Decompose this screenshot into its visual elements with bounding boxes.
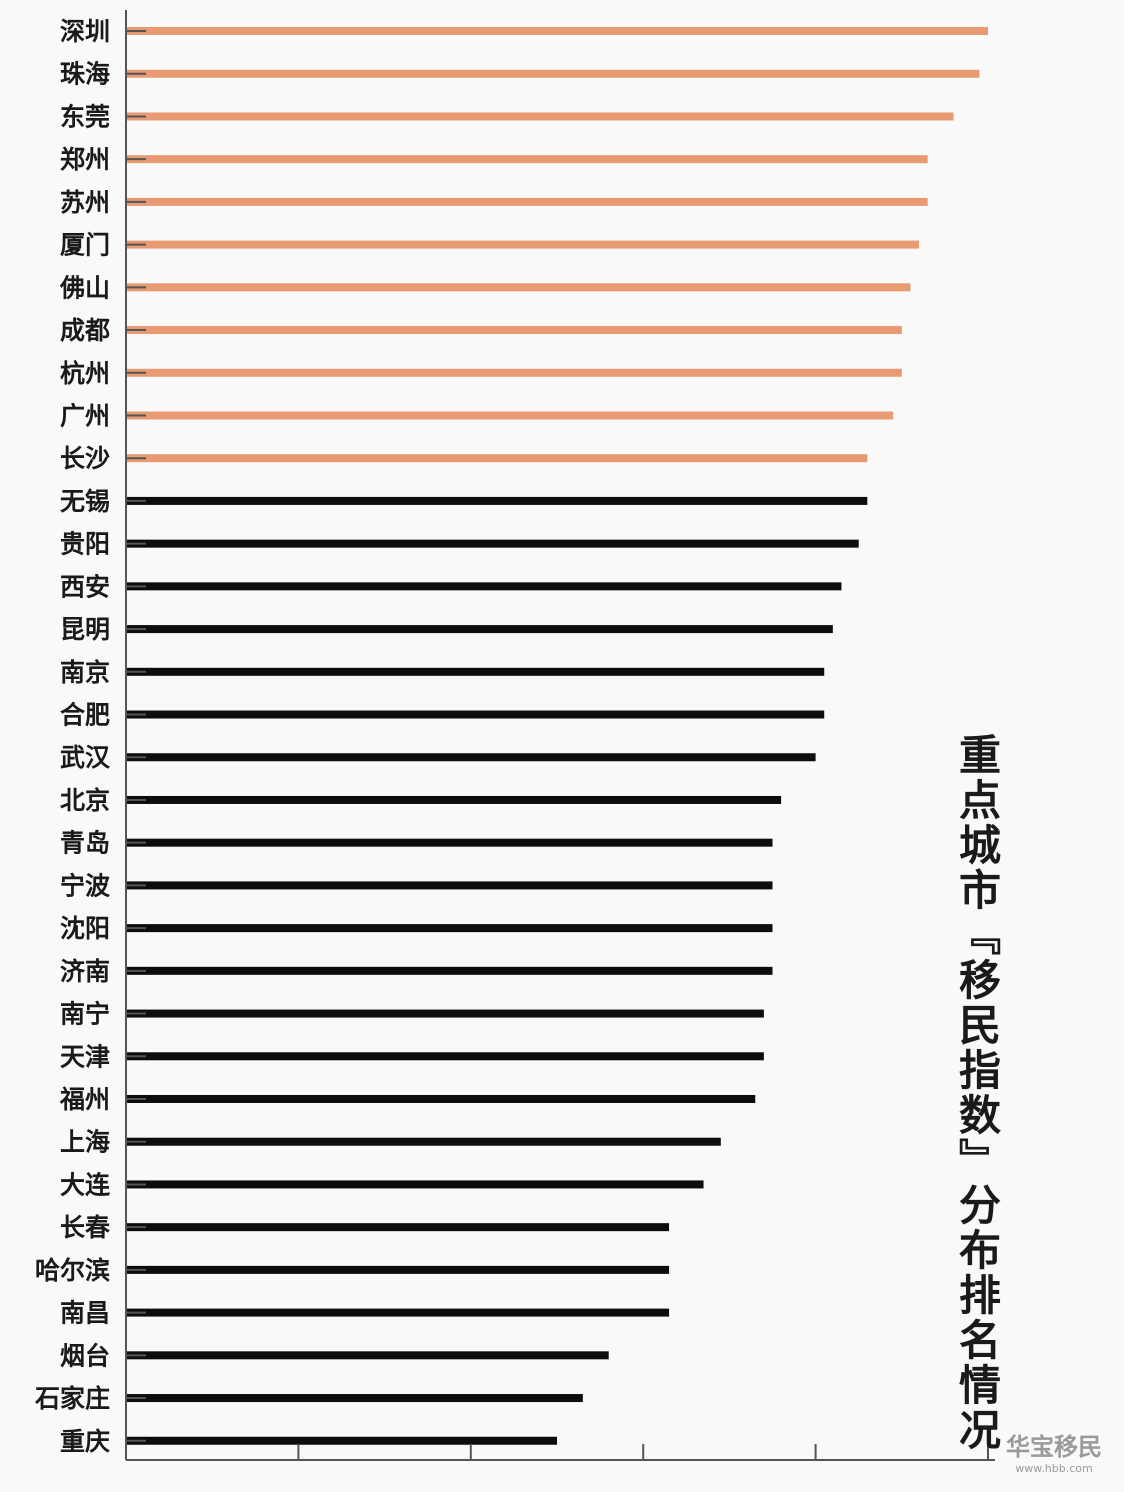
category-label: 大连 — [60, 1170, 111, 1199]
bar-长沙 — [126, 454, 868, 463]
category-label: 苏州 — [60, 188, 110, 217]
category-label: 石家庄 — [34, 1384, 110, 1413]
bars-layer — [126, 27, 988, 1445]
bar-武汉 — [126, 753, 816, 762]
bar-厦门 — [126, 240, 920, 249]
bar-深圳 — [126, 27, 988, 35]
title-char: 城 — [959, 821, 1001, 870]
category-label: 厦门 — [60, 231, 110, 260]
category-label: 郑州 — [60, 145, 110, 174]
category-label: 南京 — [60, 658, 110, 687]
bar-成都 — [126, 326, 902, 335]
category-labels: 深圳珠海东莞郑州苏州厦门佛山成都杭州广州长沙无锡贵阳西安昆明南京合肥武汉北京青岛… — [34, 17, 111, 1456]
bar-济南 — [126, 966, 773, 975]
bar-哈尔滨 — [126, 1265, 670, 1274]
bar-无锡 — [126, 496, 868, 505]
title-char: ﹄ — [959, 1136, 1001, 1185]
bar-重庆 — [126, 1436, 557, 1445]
watermark-url: www.hbb.com — [1015, 1462, 1092, 1475]
bar-西安 — [126, 582, 842, 591]
category-label: 南宁 — [60, 1000, 110, 1029]
bar-广州 — [126, 411, 894, 420]
title-char: 名 — [959, 1316, 1001, 1365]
bar-郑州 — [126, 155, 928, 164]
category-label: 珠海 — [60, 60, 110, 89]
category-label: 南昌 — [60, 1299, 110, 1328]
title-char: 指 — [959, 1046, 1001, 1095]
bar-天津 — [126, 1052, 764, 1061]
title-char: 数 — [959, 1091, 1001, 1140]
title-char: 点 — [959, 776, 1001, 825]
category-label: 长春 — [60, 1213, 110, 1242]
category-label: 深圳 — [60, 17, 110, 46]
bar-上海 — [126, 1137, 721, 1146]
bar-东莞 — [126, 112, 954, 121]
title-char: 重 — [959, 731, 1001, 780]
bar-石家庄 — [126, 1394, 583, 1403]
title-char: 市 — [959, 866, 1001, 915]
axis-layer — [125, 10, 995, 1461]
bar-南宁 — [126, 1009, 764, 1018]
category-label: 昆明 — [60, 615, 110, 644]
category-label: 哈尔滨 — [35, 1256, 110, 1285]
category-label: 济南 — [60, 957, 110, 986]
category-label: 佛山 — [59, 273, 110, 302]
category-label: 成都 — [60, 316, 110, 345]
category-label: 贵阳 — [60, 530, 110, 559]
bar-长春 — [126, 1223, 670, 1232]
category-label: 无锡 — [60, 487, 110, 516]
bar-大连 — [126, 1180, 704, 1189]
bar-福州 — [126, 1095, 756, 1103]
bar-佛山 — [126, 283, 911, 292]
bar-烟台 — [126, 1351, 609, 1360]
category-label: 东莞 — [60, 102, 110, 131]
title-char: 移 — [959, 956, 1001, 1005]
bar-昆明 — [126, 625, 833, 634]
category-label: 福州 — [59, 1085, 110, 1114]
category-label: 合肥 — [60, 701, 110, 730]
title-char: 民 — [959, 1001, 1001, 1050]
category-label: 杭州 — [60, 359, 110, 388]
title-char: ﹃ — [959, 911, 1001, 960]
category-label: 宁波 — [60, 871, 111, 900]
title-char: 分 — [959, 1181, 1001, 1230]
bar-北京 — [126, 795, 782, 804]
title-char: 况 — [959, 1406, 1001, 1455]
bar-贵阳 — [126, 539, 859, 548]
category-label: 长沙 — [60, 444, 110, 473]
category-label: 烟台 — [60, 1341, 110, 1370]
category-label: 西安 — [60, 572, 110, 601]
category-label: 天津 — [60, 1042, 110, 1071]
category-label: 上海 — [60, 1128, 110, 1157]
bar-宁波 — [126, 881, 773, 890]
bar-珠海 — [126, 69, 980, 78]
title-char: 排 — [959, 1271, 1001, 1320]
watermark-text: 华宝移民 — [1006, 1432, 1102, 1461]
bar-南京 — [126, 667, 825, 676]
title-char: 情 — [959, 1361, 1001, 1410]
bar-杭州 — [126, 368, 902, 377]
category-label: 青岛 — [60, 829, 110, 858]
bar-青岛 — [126, 838, 773, 847]
category-label: 广州 — [60, 401, 110, 430]
category-label: 北京 — [60, 786, 110, 815]
category-label: 沈阳 — [60, 914, 110, 943]
bar-合肥 — [126, 710, 825, 719]
bar-南昌 — [126, 1308, 670, 1317]
bar-沈阳 — [126, 924, 773, 933]
category-label: 武汉 — [60, 743, 111, 772]
bar-苏州 — [126, 197, 928, 206]
title-char: 布 — [959, 1226, 1001, 1275]
category-label: 重庆 — [60, 1427, 110, 1456]
